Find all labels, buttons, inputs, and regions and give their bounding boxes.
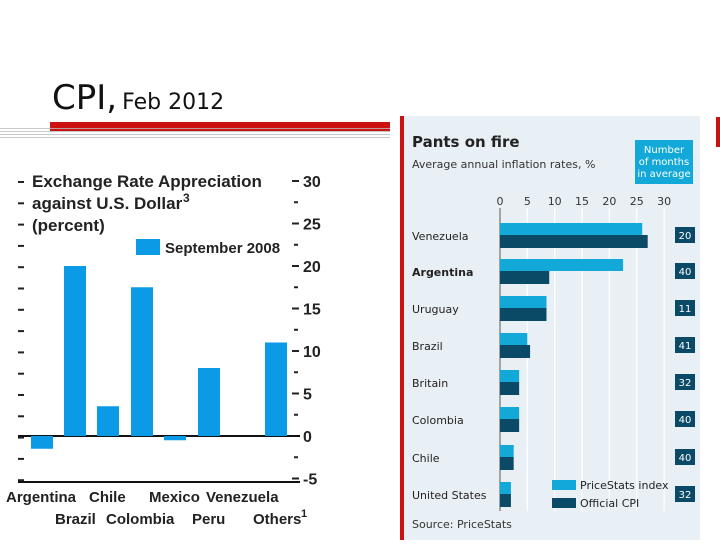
months-badge xyxy=(675,337,695,353)
x-label-bottom: Peru xyxy=(192,511,225,528)
slide-title: CPI, Feb 2012 xyxy=(52,78,224,118)
months-header-line: Number xyxy=(644,145,685,156)
months-badge xyxy=(675,374,695,390)
bar-official-cpi xyxy=(500,382,520,395)
months-badge xyxy=(675,449,695,465)
bar-official-cpi xyxy=(500,271,550,284)
bar-colombia xyxy=(131,287,153,436)
bar-peru xyxy=(198,368,220,436)
category-label: Argentina xyxy=(412,266,473,279)
months-header-line: in average xyxy=(637,169,690,180)
x-tick-label: 15 xyxy=(575,195,589,208)
bar-official-cpi xyxy=(500,235,648,248)
bar-pricestats xyxy=(500,407,520,419)
legend-swatch xyxy=(136,239,160,255)
chart-subtitle: Average annual inflation rates, % xyxy=(412,158,595,171)
inflation-chart-panel: Pants on fire Average annual inflation ra… xyxy=(400,116,700,540)
x-label-top: Argentina xyxy=(6,489,77,506)
y-tick-label: -5 xyxy=(303,472,317,489)
x-label-bottom: Others xyxy=(253,511,301,528)
months-badge xyxy=(675,263,695,279)
bar-official-cpi xyxy=(500,345,531,358)
bar-official-cpi xyxy=(500,308,547,321)
y-tick-label: 30 xyxy=(303,174,321,191)
chart-title-line1: Exchange Rate Appreciation xyxy=(32,172,262,191)
legend-swatch-official xyxy=(552,498,576,508)
slide-title-main: CPI, xyxy=(52,78,118,118)
y-tick-label: 25 xyxy=(303,217,321,234)
chart-subtitle: (percent) xyxy=(32,216,105,235)
y-tick-label: 20 xyxy=(303,259,321,276)
y-tick-label: 15 xyxy=(303,302,321,319)
bar-pricestats xyxy=(500,333,528,345)
decorative-hatch xyxy=(0,128,390,140)
x-label-bottom: Brazil xyxy=(55,511,96,528)
bar-mexico xyxy=(164,436,186,441)
inflation-chart-svg: Pants on fire Average annual inflation ra… xyxy=(412,133,695,531)
accent-bar-right xyxy=(716,117,720,147)
x-tick-label: 20 xyxy=(602,195,616,208)
x-tick-label: 5 xyxy=(524,195,531,208)
months-badge xyxy=(675,411,695,427)
bar-pricestats xyxy=(500,370,520,382)
months-badge xyxy=(675,227,695,243)
category-label: Uruguay xyxy=(412,303,459,316)
x-tick-label: 0 xyxy=(497,195,504,208)
months-value: 32 xyxy=(679,378,692,389)
bar-argentina xyxy=(31,436,53,449)
slide-title-date: Feb 2012 xyxy=(122,90,225,115)
bar-chile xyxy=(97,406,119,436)
title-underline xyxy=(50,122,390,131)
months-header-box xyxy=(635,140,693,184)
y-tick-label: 10 xyxy=(303,344,321,361)
months-value: 40 xyxy=(679,267,692,278)
legend-swatch-pricestats xyxy=(552,480,576,490)
bar-pricestats xyxy=(500,445,514,457)
bar-brazil xyxy=(64,266,86,436)
months-value: 32 xyxy=(679,490,692,501)
category-label: Chile xyxy=(412,452,440,465)
category-label: Venezuela xyxy=(412,230,469,243)
bar-official-cpi xyxy=(500,419,520,432)
bar-official-cpi xyxy=(500,457,514,470)
bar-pricestats xyxy=(500,482,511,494)
chart-title-superscript: 3 xyxy=(183,191,190,205)
months-value: 20 xyxy=(679,231,692,242)
legend-label: September 2008 xyxy=(165,240,280,257)
months-value: 41 xyxy=(679,341,692,352)
category-label: Brazil xyxy=(412,340,443,353)
months-badge xyxy=(675,486,695,502)
chart-title-line2: against U.S. Dollar xyxy=(32,194,183,213)
others-superscript: 1 xyxy=(301,508,307,520)
legend-label-official: Official CPI xyxy=(580,497,639,510)
exchange-rate-chart-svg: 30 25 20 15 10 5 0 -5 Exchange Rate Appreciation… xyxy=(6,172,321,528)
bar-pricestats xyxy=(500,223,643,235)
chart-title: Pants on fire xyxy=(412,133,520,151)
category-label: United States xyxy=(412,489,487,502)
x-tick-label: 25 xyxy=(630,195,644,208)
bar-pricestats xyxy=(500,296,547,308)
y-tick-label: 0 xyxy=(303,429,312,446)
months-badge xyxy=(675,300,695,316)
legend-label-pricestats: PriceStats index xyxy=(580,479,669,492)
category-label: Britain xyxy=(412,377,448,390)
bar-others xyxy=(265,342,287,436)
y-tick-label: 5 xyxy=(303,387,312,404)
months-value: 40 xyxy=(679,415,692,426)
months-value: 11 xyxy=(679,304,692,315)
bar-official-cpi xyxy=(500,494,511,507)
x-label-bottom: Colombia xyxy=(106,511,175,528)
bar-pricestats xyxy=(500,259,624,271)
chart-source: Source: PriceStats xyxy=(412,518,512,531)
x-label-top: Venezuela xyxy=(206,489,279,506)
exchange-rate-chart: 30 25 20 15 10 5 0 -5 Exchange Rate Appreciation… xyxy=(0,140,340,540)
x-label-top: Chile xyxy=(89,489,126,506)
x-tick-label: 10 xyxy=(548,195,562,208)
x-tick-label: 30 xyxy=(657,195,671,208)
months-value: 40 xyxy=(679,453,692,464)
months-header-line: of months xyxy=(639,157,689,168)
category-label: Colombia xyxy=(412,414,464,427)
x-label-top: Mexico xyxy=(149,489,200,506)
